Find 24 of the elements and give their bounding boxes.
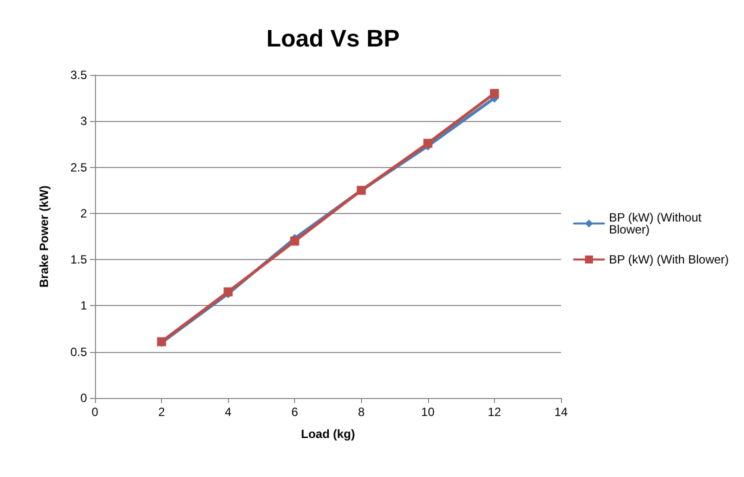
x-tick-label: 6: [291, 405, 298, 419]
x-tick-label: 0: [92, 405, 99, 419]
x-tick-label: 8: [358, 405, 365, 419]
x-tick-label: 4: [224, 405, 232, 419]
point: [423, 138, 432, 148]
point: [490, 88, 499, 98]
legend-label: BP (kW) (With Blower): [609, 252, 729, 266]
y-tick-label: 2.5: [70, 160, 88, 174]
x-tick-label: 12: [488, 405, 502, 419]
x-tick-label: 14: [554, 405, 568, 419]
y-tick-label: 3.5: [70, 68, 88, 82]
y-tick-label: 3: [80, 114, 88, 128]
chart-title: Load Vs BP: [266, 26, 400, 52]
y-tick-label: 0: [80, 391, 88, 405]
x-tick-label: 10: [421, 405, 435, 419]
y-tick-label: 0.5: [70, 344, 88, 359]
y-tick-label: 1.5: [70, 252, 88, 267]
point: [290, 236, 300, 246]
x-tick-label: 2: [158, 405, 166, 419]
y-axis-title: Brake Power (kW): [37, 185, 51, 288]
y-tick-label: 2: [80, 206, 88, 220]
legend-label: BP (kW) (Without Blower): [609, 210, 705, 236]
x-axis-title: Load (kg): [301, 427, 355, 441]
y-tick-label: 1: [80, 298, 88, 313]
